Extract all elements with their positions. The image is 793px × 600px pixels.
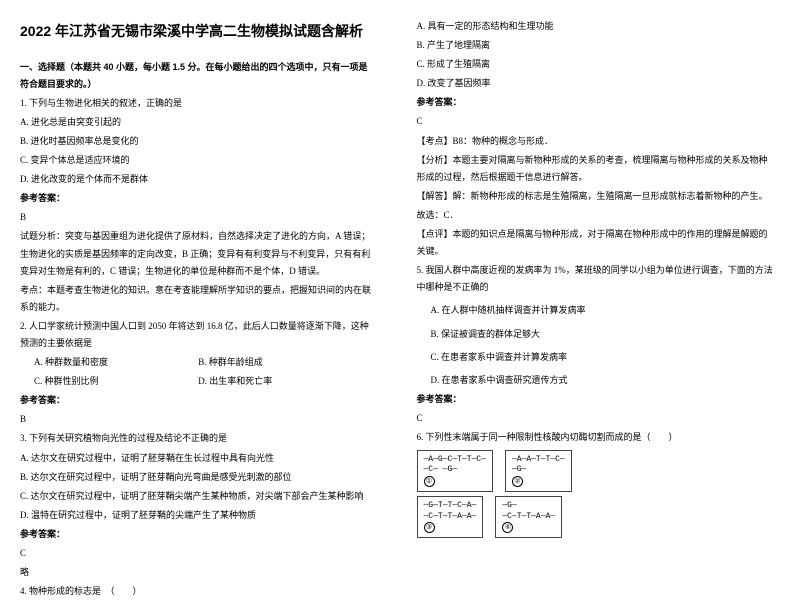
q4-stem: 4. 物种形成的标志是 （ ） (20, 583, 377, 600)
q4-d: D. 改变了基因频率 (417, 75, 774, 92)
q2-stem: 2. 人口学家统计预测中国人口到 2050 年将达到 16.8 亿，此后人口数量… (20, 318, 377, 352)
ans-4: C (417, 113, 774, 130)
q3-stem: 3. 下列有关研究植物向光性的过程及结论不正确的是 (20, 430, 377, 447)
d1-line-a: —A—G—C—T—T—C— (424, 455, 486, 465)
ans-3b: 略 (20, 564, 377, 581)
ans-head-3: 参考答案： (20, 526, 377, 543)
q5-d: D. 在患者家系中调查研究遗传方式 (417, 372, 774, 389)
ans-1: B (20, 209, 377, 226)
d3-line-a: —G—T—T—C—A— (424, 501, 477, 511)
d2-line-b: —G— (512, 465, 565, 475)
ans-5: C (417, 410, 774, 427)
exp-1b: 考点：本题考查生物进化的知识。意在考查能理解所学知识的要点，把握知识间的内在联系… (20, 282, 377, 316)
q2-c: C. 种群性别比例 (20, 373, 198, 390)
ans-3: C (20, 545, 377, 562)
exp-1a: 试题分析：突变与基因重组为进化提供了原材料，自然选择决定了进化的方向，A 错误；… (20, 228, 377, 279)
q4-a: A. 具有一定的形态结构和生理功能 (417, 18, 774, 35)
exp-4a: 【考点】B8：物种的概念与形成． (417, 133, 774, 150)
exp-4c: 【解答】解：新物种形成的标志是生殖隔离，生殖隔离一旦形成就标志着新物种的产生。 (417, 188, 774, 205)
exp-4e: 【点评】本题的知识点是隔离与物种形成，对于隔离在物种形成中的作用的理解是解题的关… (417, 226, 774, 260)
right-column: A. 具有一定的形态结构和生理功能 B. 产生了地理隔离 C. 形成了生殖隔离 … (397, 0, 793, 561)
q1-d: D. 进化改变的是个体而不是群体 (20, 171, 377, 188)
q2-opts: A. 种群数量和密度 B. 种群年龄组成 C. 种群性别比例 D. 出生率和死亡… (20, 354, 377, 392)
ans-head-5: 参考答案： (417, 391, 774, 408)
exp-4b: 【分析】本题主要对隔离与新物种形成的关系的考查，梳理隔离与物种形成的关系及物种形… (417, 152, 774, 186)
d4-line-a: —G— (502, 501, 555, 511)
q4-c: C. 形成了生殖隔离 (417, 56, 774, 73)
diagram-row-1: —A—G—C—T—T—C— —C— —G— ① —A—A—T—T—C— —G— … (417, 450, 774, 492)
d3-line-b: —C—T—T—A—A— (424, 512, 477, 522)
q2-d: D. 出生率和死亡率 (198, 373, 376, 390)
diagram-3: —G—T—T—C—A— —C—T—T—A—A— ③ (417, 496, 484, 538)
q5-c: C. 在患者家系中调查并计算发病率 (417, 349, 774, 366)
q5-stem: 5. 我国人群中高度近视的发病率为 1%，某班级的同学以小组为单位进行调查，下面… (417, 262, 774, 296)
d2-num: ② (512, 476, 523, 487)
d4-line-b: —C—T—T—A—A— (502, 512, 555, 522)
q2-b: B. 种群年龄组成 (198, 354, 376, 371)
diagram-4: —G— —C—T—T—A—A— ④ (495, 496, 562, 538)
section-head: 一、选择题（本题共 40 小题，每小题 1.5 分。在每小题给出的四个选项中，只… (20, 59, 377, 93)
ans-head-4: 参考答案： (417, 94, 774, 111)
q3-c: C. 达尔文在研究过程中，证明了胚芽鞘尖端产生某种物质，对尖端下部会产生某种影响 (20, 488, 377, 505)
q1-a: A. 进化总是由突变引起的 (20, 114, 377, 131)
q1-c: C. 变异个体总是适应环境的 (20, 152, 377, 169)
q2-a: A. 种群数量和密度 (20, 354, 198, 371)
page-title: 2022 年江苏省无锡市梁溪中学高二生物模拟试题含解析 (20, 18, 377, 45)
d4-num: ④ (502, 522, 513, 533)
diagram-row-2: —G—T—T—C—A— —C—T—T—A—A— ③ —G— —C—T—T—A—A… (417, 496, 774, 538)
ans-2: B (20, 411, 377, 428)
d1-line-b: —C— —G— (424, 465, 486, 475)
q5-b: B. 保证被调查的群体足够大 (417, 326, 774, 343)
left-column: 2022 年江苏省无锡市梁溪中学高二生物模拟试题含解析 一、选择题（本题共 40… (0, 0, 397, 561)
exp-4d: 故选：C． (417, 207, 774, 224)
d1-num: ① (424, 476, 435, 487)
q1-stem: 1. 下列与生物进化相关的叙述，正确的是 (20, 95, 377, 112)
ans-head-2: 参考答案： (20, 392, 377, 409)
q3-a: A. 达尔文在研究过程中，证明了胚芽鞘在生长过程中具有向光性 (20, 450, 377, 467)
q3-b: B. 达尔文在研究过程中，证明了胚芽鞘向光弯曲是感受光刺激的部位 (20, 469, 377, 486)
ans-head-1: 参考答案： (20, 190, 377, 207)
d3-num: ③ (424, 522, 435, 533)
q3-d: D. 温特在研究过程中，证明了胚芽鞘的尖端产生了某种物质 (20, 507, 377, 524)
q1-b: B. 进化时基因频率总是变化的 (20, 133, 377, 150)
q5-a: A. 在人群中随机抽样调查并计算发病率 (417, 302, 774, 319)
diagram-2: —A—A—T—T—C— —G— ② (505, 450, 572, 492)
diagram-1: —A—G—C—T—T—C— —C— —G— ① (417, 450, 493, 492)
q4-b: B. 产生了地理隔离 (417, 37, 774, 54)
q6-stem: 6. 下列性末端属于同一种限制性核酸内切酶切割而成的是（ ） (417, 429, 774, 446)
d2-line-a: —A—A—T—T—C— (512, 455, 565, 465)
